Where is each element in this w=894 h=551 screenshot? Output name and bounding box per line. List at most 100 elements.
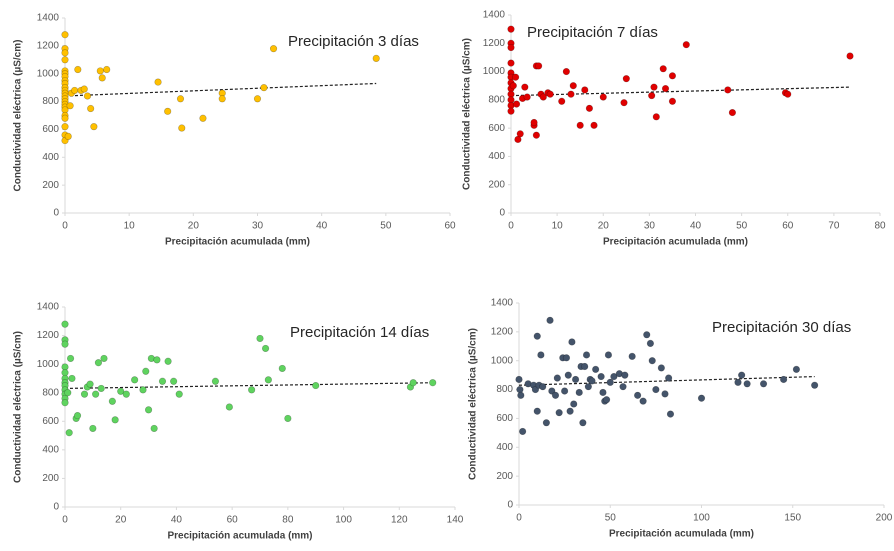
data-point <box>103 65 111 74</box>
data-point <box>561 387 569 395</box>
data-point <box>61 31 69 39</box>
data-point <box>409 379 417 387</box>
data-point <box>97 384 105 393</box>
data-point <box>158 377 167 385</box>
data-point <box>575 388 583 397</box>
data-point <box>94 359 103 367</box>
data-point <box>523 93 531 101</box>
trendline <box>64 382 433 390</box>
data-point <box>599 388 607 397</box>
x-tick-label: 30 <box>644 221 656 232</box>
data-point <box>164 357 172 365</box>
data-point <box>131 376 139 384</box>
data-point <box>139 386 147 394</box>
data-point <box>724 86 732 94</box>
data-point <box>539 383 547 391</box>
x-tick-label: 80 <box>282 515 294 526</box>
data-point <box>83 92 92 100</box>
x-tick-label: 50 <box>380 221 392 232</box>
x-tick-label: 60 <box>227 515 239 526</box>
data-point <box>542 419 550 427</box>
x-tick-label: 140 <box>447 515 464 526</box>
x-tick-label: 0 <box>62 221 68 232</box>
y-tick-label: 800 <box>496 384 513 395</box>
data-point <box>551 391 560 399</box>
y-tick-label: 1200 <box>37 330 60 341</box>
data-point <box>278 364 286 373</box>
data-point <box>80 85 88 93</box>
data-point <box>144 406 153 414</box>
data-point <box>516 130 524 138</box>
data-point <box>519 427 527 436</box>
data-point <box>537 351 545 359</box>
data-point <box>566 407 574 415</box>
data-point <box>546 90 554 98</box>
data-point <box>599 93 607 101</box>
data-point <box>74 65 82 74</box>
y-tick-label: 600 <box>42 124 59 135</box>
x-tick-label: 80 <box>874 221 886 232</box>
trendline <box>510 86 851 97</box>
data-point <box>665 374 673 382</box>
data-point <box>284 414 292 423</box>
data-point <box>211 377 220 385</box>
chart-title: Precipitación 3 días <box>288 33 419 50</box>
x-tick-label: 70 <box>828 221 840 232</box>
x-tick-label: 150 <box>784 513 801 524</box>
data-point <box>622 75 630 83</box>
y-tick-label: 0 <box>507 500 513 511</box>
data-point <box>71 86 79 95</box>
data-point <box>588 377 596 385</box>
data-point <box>738 371 746 379</box>
data-point <box>567 90 575 98</box>
data-point <box>582 351 591 359</box>
data-point <box>269 45 278 53</box>
data-point <box>568 338 576 346</box>
data-point <box>154 78 162 86</box>
data-point <box>100 354 108 363</box>
y-tick-label: 400 <box>488 151 505 162</box>
data-point <box>682 41 690 49</box>
data-point <box>606 378 614 386</box>
data-point <box>668 97 677 105</box>
data-point <box>571 375 580 384</box>
data-point <box>546 316 554 324</box>
data-point <box>66 354 75 363</box>
data-point <box>530 118 538 127</box>
y-tick-label: 1200 <box>483 38 506 49</box>
y-axis-label: Conductividad eléctrica (µS/cm) <box>462 38 473 190</box>
data-point <box>648 357 656 365</box>
x-tick-label: 30 <box>252 221 264 232</box>
data-point <box>153 356 161 364</box>
data-point <box>562 354 571 362</box>
data-point <box>225 403 233 411</box>
x-tick-label: 40 <box>316 221 328 232</box>
data-point <box>584 383 592 391</box>
data-point <box>634 391 642 399</box>
x-tick-label: 20 <box>188 221 200 232</box>
y-tick-label: 800 <box>42 387 59 398</box>
data-point <box>621 371 629 379</box>
data-point <box>585 104 594 112</box>
data-point <box>569 82 577 90</box>
y-tick-label: 600 <box>42 416 59 427</box>
x-tick-label: 0 <box>516 513 522 524</box>
data-point <box>312 381 320 390</box>
x-tick-label: 100 <box>693 513 710 524</box>
y-axis-label: Conductividad eléctrica (µS/cm) <box>13 331 24 483</box>
data-point <box>509 82 517 90</box>
data-point <box>597 372 605 381</box>
x-tick-label: 20 <box>115 515 127 526</box>
data-point <box>61 340 69 348</box>
x-tick-label: 60 <box>782 221 794 232</box>
data-point <box>533 332 541 340</box>
data-point <box>260 84 268 92</box>
data-point <box>780 375 788 384</box>
trendline <box>64 82 377 97</box>
x-tick-label: 100 <box>335 515 352 526</box>
y-tick-label: 1400 <box>37 13 60 24</box>
x-axis-label: Precipitación acumulada (mm) <box>609 529 754 540</box>
data-point <box>555 409 563 417</box>
x-tick-label: 40 <box>171 515 183 526</box>
